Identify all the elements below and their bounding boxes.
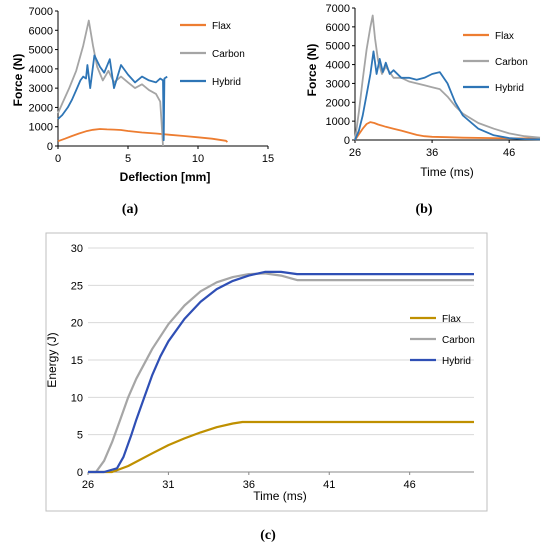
chart-c-legend-label: Carbon	[442, 335, 475, 346]
caption-a: (a)	[121, 202, 139, 217]
chart-a-legend-label: Carbon	[212, 49, 245, 60]
chart-b-xtick-label: 36	[426, 147, 438, 159]
chart-a-xtick-label: 10	[192, 153, 204, 165]
chart-a-ytick-label: 2000	[29, 102, 53, 114]
chart-a-x-label: Deflection [mm]	[120, 170, 211, 184]
chart-a-ytick-label: 0	[47, 141, 53, 153]
chart-b-y-label: Force (N)	[305, 44, 319, 97]
chart-b-legend-label: Carbon	[495, 57, 528, 68]
chart-c-frame	[45, 232, 488, 512]
chart-c-xtick-label: 36	[243, 479, 255, 491]
chart-c-series-carbon	[88, 272, 474, 474]
chart-a-legend-label: Flax	[212, 21, 231, 32]
chart-c-ytick-label: 30	[71, 243, 83, 255]
chart-b-ytick-label: 3000	[326, 78, 350, 90]
chart-b-ytick-label: 6000	[326, 22, 350, 34]
chart-a-y-label: Force (N)	[11, 54, 25, 107]
chart-a-ytick-label: 7000	[29, 6, 53, 18]
chart-c-ytick-label: 5	[77, 430, 83, 442]
chart-a-ytick-label: 5000	[29, 45, 53, 57]
chart-b-xtick-label: 26	[349, 147, 361, 159]
chart-a-ytick-label: 4000	[29, 64, 53, 76]
chart-b-series-carbon	[354, 14, 541, 141]
chart-a-xtick-label: 15	[262, 153, 274, 165]
chart-a-xtick-label: 5	[125, 153, 131, 165]
chart-c-series-flax	[88, 420, 474, 474]
chart-c-legend-label: Hybrid	[442, 356, 471, 367]
chart-c-ytick-label: 20	[71, 318, 83, 330]
caption-c: (c)	[260, 528, 276, 543]
chart-b-xtick-label: 46	[503, 147, 515, 159]
chart-a-legend-label: Hybrid	[212, 77, 241, 88]
chart-a-xtick-label: 0	[55, 153, 61, 165]
chart-b-legend-label: Flax	[495, 31, 514, 42]
caption-b: (b)	[415, 202, 433, 217]
chart-c-y-label: Energy (J)	[45, 332, 59, 387]
chart-a-series-hybrid	[57, 54, 168, 142]
chart-a-ytick-label: 1000	[29, 122, 53, 134]
chart-c-xtick-label: 26	[82, 479, 94, 491]
chart-c-ytick-label: 0	[77, 467, 83, 479]
chart-c-xtick-label: 46	[404, 479, 416, 491]
chart-b-series-flax	[354, 121, 541, 141]
chart-a-ytick-label: 6000	[29, 25, 53, 37]
chart-b-legend-label: Hybrid	[495, 83, 524, 94]
chart-c-ytick-label: 25	[71, 280, 83, 292]
chart-a-series-carbon	[57, 19, 164, 147]
chart-c-series-hybrid	[88, 270, 474, 474]
chart-b-ytick-label: 7000	[326, 3, 350, 15]
chart-c-x-label: Time (ms)	[253, 489, 307, 503]
chart-b-series-hybrid	[354, 50, 541, 141]
chart-c-xtick-label: 31	[162, 479, 174, 491]
chart-b-ytick-label: 2000	[326, 97, 350, 109]
chart-c-legend-label: Flax	[442, 314, 461, 325]
chart-a-ytick-label: 3000	[29, 83, 53, 95]
chart-b-ytick-label: 0	[344, 135, 350, 147]
chart-b-x-label: Time (ms)	[420, 165, 474, 179]
chart-b-ytick-label: 5000	[326, 41, 350, 53]
chart-c-ytick-label: 10	[71, 392, 83, 404]
chart-b-ytick-label: 1000	[326, 116, 350, 128]
chart-a-series-flax	[57, 128, 229, 143]
chart-b-ytick-label: 4000	[326, 60, 350, 72]
chart-c-ytick-label: 15	[71, 355, 83, 367]
chart-c-xtick-label: 41	[323, 479, 335, 491]
